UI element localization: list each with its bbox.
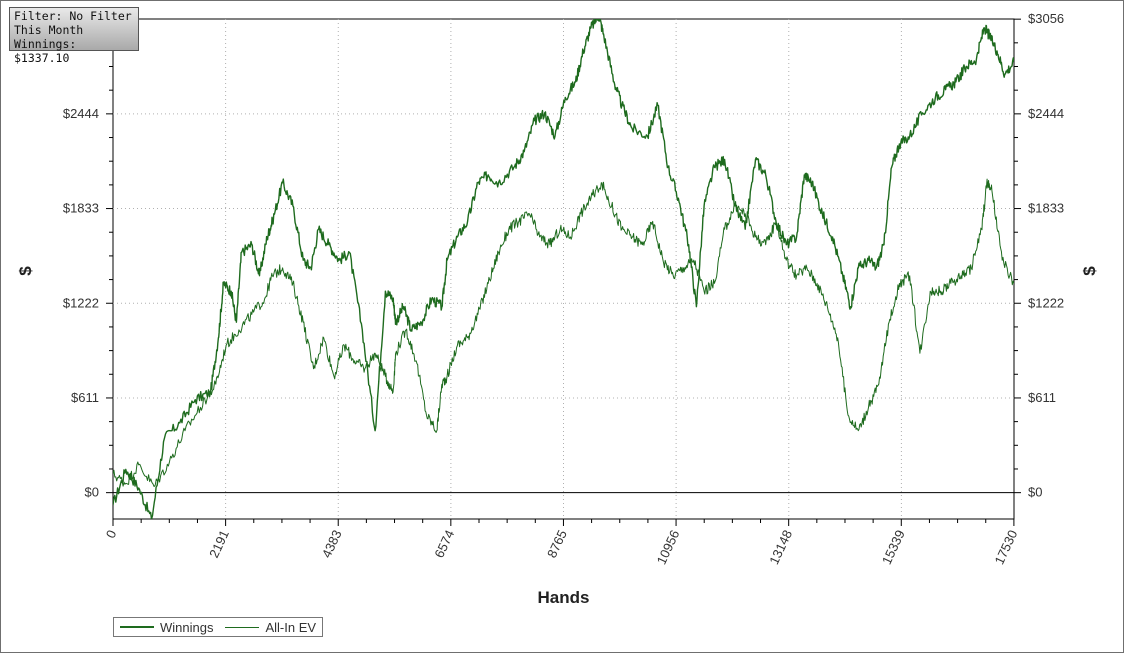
y-tick-label-right: $611 xyxy=(1028,390,1056,405)
x-tick-label: 15339 xyxy=(879,528,908,567)
x-axis-title: Hands xyxy=(538,588,590,607)
legend-item-winnings: Winnings xyxy=(120,620,213,635)
y-tick-label-left: $1222 xyxy=(63,295,99,310)
legend-swatch-winnings xyxy=(120,626,154,628)
y-tick-label-left: $1833 xyxy=(63,201,99,216)
legend-item-all-in-ev: All-In EV xyxy=(225,620,316,635)
legend-swatch-all-in-ev xyxy=(225,626,260,628)
series-line-winnings xyxy=(113,19,1014,519)
x-tick-label: 13148 xyxy=(766,528,795,567)
y-axis-title-left: $ xyxy=(16,266,35,276)
y-tick-label-right: $1222 xyxy=(1028,295,1064,310)
y-tick-label-right: $3056 xyxy=(1028,11,1064,26)
legend-label-winnings: Winnings xyxy=(160,619,214,635)
x-tick-label: 4383 xyxy=(319,528,345,561)
x-tick-label: 8765 xyxy=(544,528,570,561)
y-axis-title-right: $ xyxy=(1080,266,1099,276)
x-tick-label: 2191 xyxy=(206,528,232,561)
info-box: Filter: No Filter This Month Winnings: $… xyxy=(9,7,139,65)
x-tick-label: 10956 xyxy=(654,528,683,567)
legend-label-all-in-ev: All-In EV xyxy=(265,619,317,635)
period-label: This Month xyxy=(14,23,84,37)
y-tick-label-left: $611 xyxy=(71,390,99,405)
winnings-label: Winnings: $1337.10 xyxy=(14,37,77,65)
y-tick-label-left: $2444 xyxy=(63,106,99,121)
y-tick-label-right: $0 xyxy=(1028,485,1042,500)
series-line-all-in-ev xyxy=(113,178,1014,487)
x-tick-label: 0 xyxy=(103,528,120,541)
filter-label: Filter: No Filter xyxy=(14,9,132,23)
legend: Winnings All-In EV xyxy=(113,617,324,637)
x-tick-label: 6574 xyxy=(431,528,457,561)
y-tick-label-right: $2444 xyxy=(1028,106,1064,121)
y-tick-label-left: $0 xyxy=(85,485,99,500)
x-tick-label: 17530 xyxy=(991,528,1020,567)
y-tick-label-right: $1833 xyxy=(1028,201,1064,216)
